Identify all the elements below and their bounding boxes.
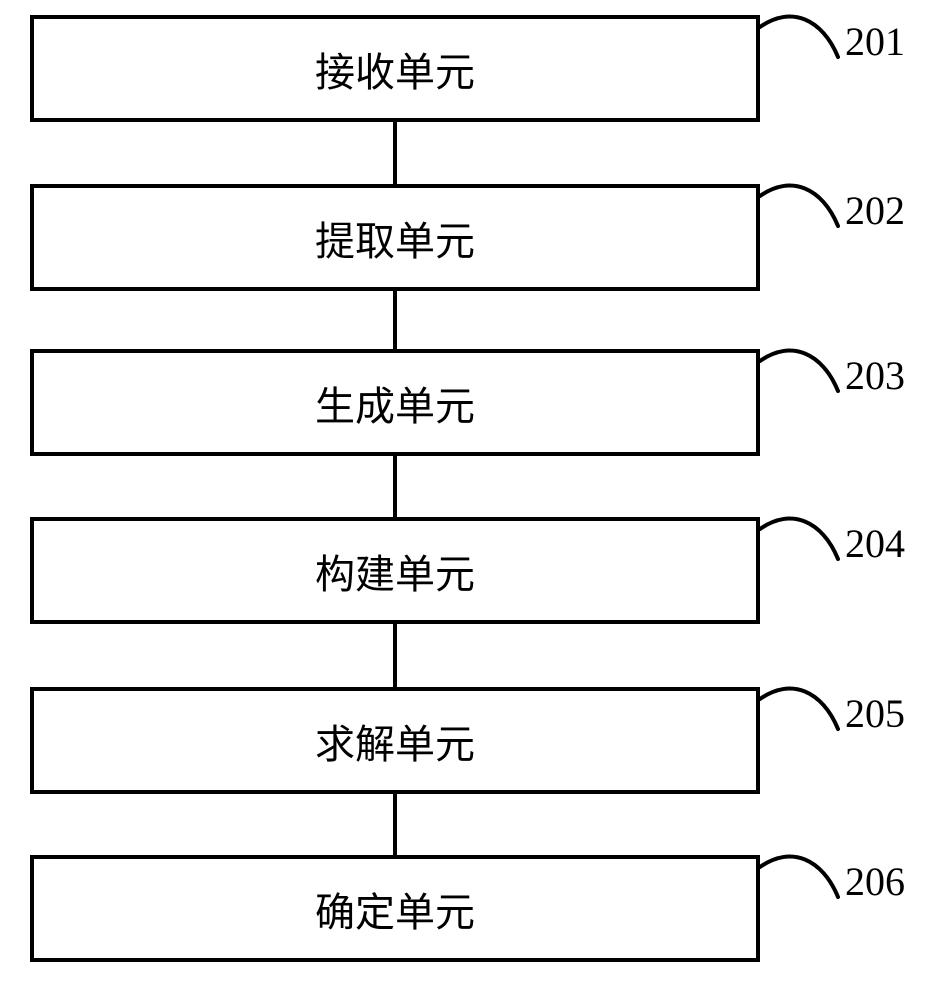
leader-line	[754, 166, 850, 238]
flow-node-label: 求解单元	[315, 712, 475, 770]
flow-node-201: 接收单元	[30, 15, 760, 122]
leader-line	[754, 669, 850, 741]
leader-line	[754, 0, 850, 69]
flow-node-label: 确定单元	[315, 880, 475, 938]
ref-label-202: 202	[845, 187, 905, 234]
leader-line	[754, 499, 850, 571]
flow-node-label: 提取单元	[315, 209, 475, 267]
leader-line	[754, 837, 850, 909]
leader-line	[754, 331, 850, 403]
ref-label-201: 201	[845, 18, 905, 65]
flow-node-label: 接收单元	[315, 40, 475, 98]
ref-label-203: 203	[845, 352, 905, 399]
flow-node-label: 构建单元	[315, 542, 475, 600]
flow-connector	[393, 624, 397, 687]
ref-label-204: 204	[845, 520, 905, 567]
ref-label-206: 206	[845, 858, 905, 905]
flow-connector	[393, 794, 397, 855]
flow-node-203: 生成单元	[30, 349, 760, 456]
diagram-canvas: 接收单元 201 提取单元 202 生成单元 203 构建单元 204 求解单元 205 确定单元 2…	[0, 0, 939, 1000]
ref-label-205: 205	[845, 690, 905, 737]
flow-connector	[393, 122, 397, 184]
flow-connector	[393, 456, 397, 517]
flow-node-206: 确定单元	[30, 855, 760, 962]
flow-node-202: 提取单元	[30, 184, 760, 291]
flow-node-204: 构建单元	[30, 517, 760, 624]
flow-connector	[393, 291, 397, 349]
flow-node-205: 求解单元	[30, 687, 760, 794]
flow-node-label: 生成单元	[315, 374, 475, 432]
